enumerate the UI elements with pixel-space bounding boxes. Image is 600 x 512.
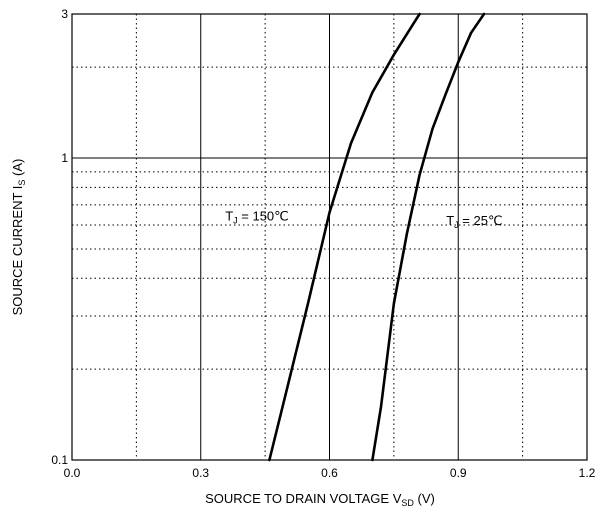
x-tick-label: 1.2: [579, 466, 596, 480]
grid: [72, 14, 587, 460]
x-tick-label: 0.3: [192, 466, 209, 480]
series-line-1: [268, 12, 421, 462]
x-tick-label: 0.9: [450, 466, 467, 480]
curve-label-2: TJ = 25℃: [446, 213, 502, 230]
y-tick-label: 0.1: [51, 453, 68, 467]
curve-label-1: TJ = 150℃: [225, 209, 289, 226]
y-axis-title: SOURCE CURRENT IS (A): [10, 159, 27, 316]
plot-frame: [71, 13, 588, 461]
x-tick-label: 0.0: [64, 466, 81, 480]
tick-labels: 0.0 0.3 0.6 0.9 1.2 0.1 1 3: [51, 7, 595, 480]
x-tick-label: 0.6: [321, 466, 338, 480]
curve-labels: TJ = 150℃ TJ = 25℃: [225, 209, 502, 230]
series-line-2: [371, 12, 486, 462]
y-tick-label: 1: [61, 151, 68, 165]
x-axis-title: SOURCE TO DRAIN VOLTAGE VSD (V): [205, 491, 435, 508]
y-tick-label: 3: [61, 7, 68, 21]
series-layer: [268, 12, 486, 462]
